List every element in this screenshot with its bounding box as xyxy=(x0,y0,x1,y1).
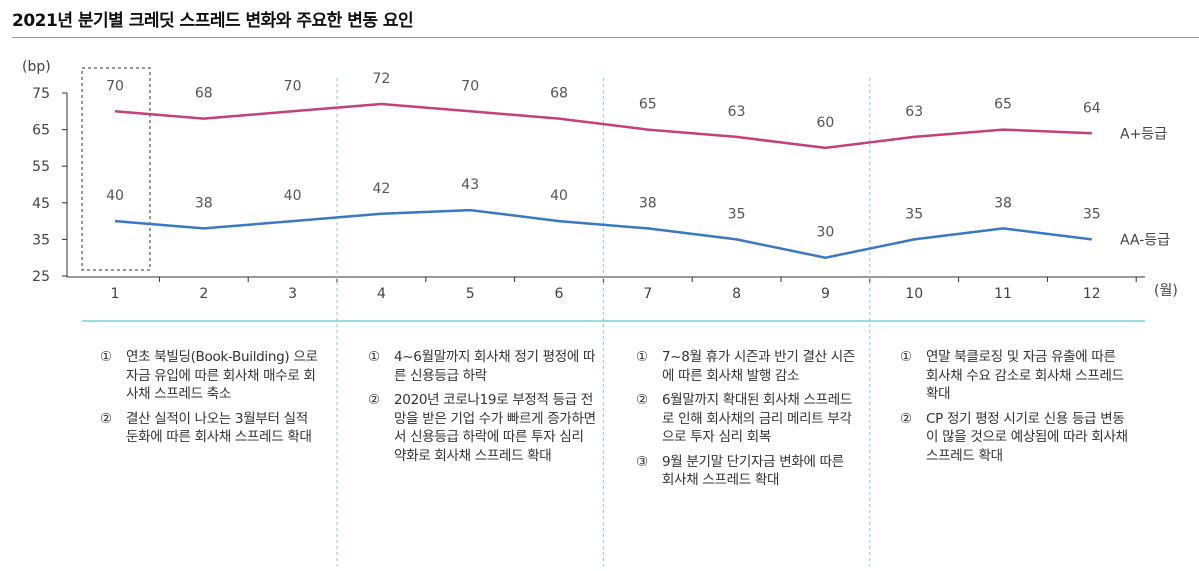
x-tick-label: 2 xyxy=(199,286,208,302)
data-label: 60 xyxy=(816,115,834,131)
title-divider xyxy=(12,37,1199,38)
note-item: ② CP 정기 평정 시기로 신용 등급 변동이 많을 것으로 예상됨에 따라 회… xyxy=(900,410,1130,466)
note-text: 6월말까지 확대된 회사채 스프레드로 인해 회사채의 금리 메리트 부각으로 … xyxy=(662,392,852,445)
note-column: ① 연말 북클로징 및 자금 유출에 따른 회사채 수요 감소로 회사채 스프레드… xyxy=(900,348,1130,471)
y-tick-label: 25 xyxy=(32,269,50,285)
x-tick-label: 6 xyxy=(555,286,564,302)
y-tick-label: 65 xyxy=(32,123,50,139)
series-line-aa-minus xyxy=(114,208,1092,259)
x-axis-label: (월) xyxy=(1154,283,1178,299)
chart-title: 2021년 분기별 크레딧 스프레드 변화와 주요한 변동 요인 xyxy=(12,11,414,31)
highlight-box xyxy=(81,67,151,271)
note-number: ② xyxy=(368,392,380,408)
y-tick-label: 55 xyxy=(32,159,50,175)
data-label: 30 xyxy=(816,225,834,241)
note-text: 결산 실적이 나오는 3월부터 실적 둔화에 따른 회사채 스프레드 확대 xyxy=(126,410,312,446)
note-text: 2020년 코로나19로 부정적 등급 전망을 받은 기업 수가 빠르게 증가하… xyxy=(394,392,596,464)
note-number: ① xyxy=(368,349,380,365)
note-number: ② xyxy=(636,392,648,408)
note-item: ① 4~6월말까지 회사채 정기 평정에 따른 신용등급 하락 xyxy=(368,348,598,385)
note-text: 4~6월말까지 회사채 정기 평정에 따른 신용등급 하락 xyxy=(394,349,596,384)
x-tick-label: 5 xyxy=(466,286,475,302)
x-tick-label: 3 xyxy=(288,286,297,302)
data-label: 38 xyxy=(195,195,213,211)
data-label: 65 xyxy=(639,97,657,113)
data-label: 68 xyxy=(550,86,568,102)
note-text: 7~8월 휴가 시즌과 반기 결산 시즌에 따른 회사채 발행 감소 xyxy=(662,349,855,384)
data-label: 40 xyxy=(106,188,124,204)
data-label: 40 xyxy=(550,188,568,204)
note-column: ① 7~8월 휴가 시즌과 반기 결산 시즌에 따른 회사채 발행 감소 ② 6월말까… xyxy=(636,348,856,496)
note-text: 9월 분기말 단기자금 변화에 따른 회사채 스프레드 확대 xyxy=(662,453,844,489)
y-axis-label: (bp) xyxy=(22,59,51,75)
x-tick-label: 4 xyxy=(377,286,386,302)
y-tick-label: 35 xyxy=(32,232,50,248)
data-label: 35 xyxy=(905,206,923,222)
note-item: ① 7~8월 휴가 시즌과 반기 결산 시즌에 따른 회사채 발행 감소 xyxy=(636,348,856,385)
data-label: 64 xyxy=(1083,100,1101,116)
note-number: ① xyxy=(100,349,112,365)
note-item: ① 연초 북빌딩(Book-Building) 으로 자금 유입에 따른 회사채 … xyxy=(100,348,320,404)
data-label: 35 xyxy=(1083,206,1101,222)
legend-label: AA-등급 xyxy=(1120,232,1170,248)
note-item: ② 6월말까지 확대된 회사채 스프레드로 인해 회사채의 금리 메리트 부각으로… xyxy=(636,391,856,447)
data-label: 43 xyxy=(461,177,479,193)
x-tick-label: 8 xyxy=(732,286,741,302)
x-tick-label: 1 xyxy=(111,286,120,302)
x-tick-label: 7 xyxy=(643,286,652,302)
note-number: ③ xyxy=(636,453,648,470)
x-tick-label: 10 xyxy=(905,286,923,302)
legend-label: A+등급 xyxy=(1120,126,1167,142)
data-label: 38 xyxy=(994,195,1012,211)
x-tick-label: 9 xyxy=(821,286,830,302)
x-tick-label: 11 xyxy=(994,286,1012,302)
note-text: 연말 북클로징 및 자금 유출에 따른 회사채 수요 감소로 회사채 스프레드 … xyxy=(926,349,1124,402)
data-label: 63 xyxy=(905,104,923,120)
data-label: 35 xyxy=(728,206,746,222)
note-item: ③ 9월 분기말 단기자금 변화에 따른 회사채 스프레드 확대 xyxy=(636,453,856,490)
note-item: ① 연말 북클로징 및 자금 유출에 따른 회사채 수요 감소로 회사채 스프레드… xyxy=(900,348,1130,404)
note-text: CP 정기 평정 시기로 신용 등급 변동이 많을 것으로 예상됨에 따라 회사… xyxy=(926,410,1128,464)
data-label: 70 xyxy=(461,78,479,94)
series-line-a-plus xyxy=(114,102,1092,150)
data-label: 65 xyxy=(994,97,1012,113)
data-label: 42 xyxy=(372,181,390,197)
y-tick-label: 75 xyxy=(32,86,50,102)
note-column: ① 연초 북빌딩(Book-Building) 으로 자금 유입에 따른 회사채 … xyxy=(100,348,320,453)
x-tick-label: 12 xyxy=(1083,286,1101,302)
data-label: 72 xyxy=(372,71,390,87)
data-label: 68 xyxy=(195,86,213,102)
data-label: 63 xyxy=(728,104,746,120)
data-label: 70 xyxy=(284,78,302,94)
data-label: 40 xyxy=(284,188,302,204)
note-number: ① xyxy=(900,349,912,365)
y-tick-label: 45 xyxy=(32,196,50,212)
note-text: 연초 북빌딩(Book-Building) 으로 자금 유입에 따른 회사채 매… xyxy=(126,349,318,402)
note-number: ① xyxy=(636,349,648,365)
note-item: ② 결산 실적이 나오는 3월부터 실적 둔화에 따른 회사채 스프레드 확대 xyxy=(100,410,320,447)
data-label: 70 xyxy=(106,78,124,94)
note-column: ① 4~6월말까지 회사채 정기 평정에 따른 신용등급 하락 ② 2020년 코로나… xyxy=(368,348,598,471)
data-label: 38 xyxy=(639,195,657,211)
note-number: ② xyxy=(100,410,112,427)
note-number: ② xyxy=(900,410,912,427)
note-item: ② 2020년 코로나19로 부정적 등급 전망을 받은 기업 수가 빠르게 증가… xyxy=(368,391,598,465)
